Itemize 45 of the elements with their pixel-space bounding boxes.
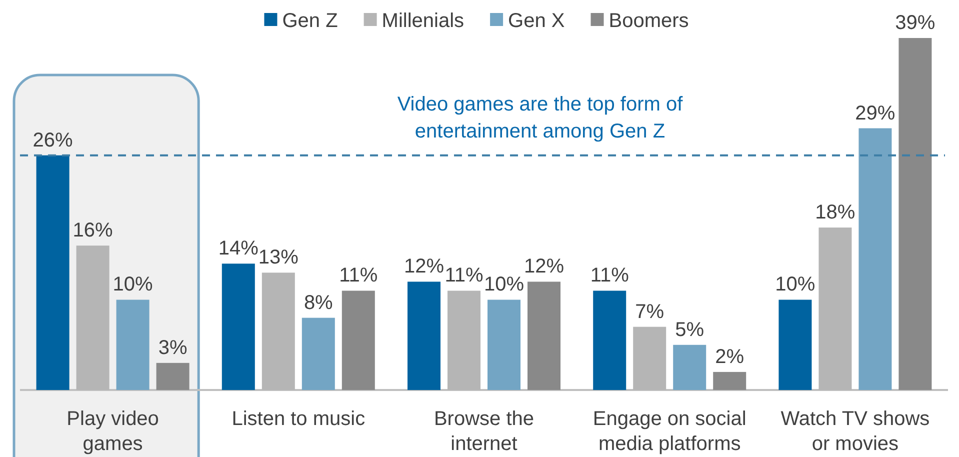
bar — [342, 290, 375, 390]
data-label: 11% — [444, 264, 484, 287]
data-label: 12% — [524, 256, 564, 278]
bar — [713, 372, 746, 390]
data-label: 16% — [72, 220, 114, 242]
ref-line-label: Video games are the top form of entertainment among Gen Z — [397, 93, 684, 142]
data-label: 29% — [855, 102, 896, 124]
bar — [528, 282, 560, 390]
data-label: 18% — [815, 202, 856, 224]
bar — [898, 38, 932, 390]
data-label: 10% — [112, 274, 154, 296]
x-tick-label: Engage on social media platforms — [592, 408, 746, 455]
bar — [858, 128, 892, 390]
data-label: 13% — [258, 246, 299, 269]
data-label: 3% — [158, 336, 188, 359]
legend-label: Millenials — [382, 10, 464, 32]
legend-label: Gen X — [508, 10, 565, 32]
data-label: 7% — [635, 300, 664, 323]
data-label: 10% — [484, 274, 524, 296]
legend-label: Gen Z — [282, 10, 338, 32]
x-tick-label: Watch TV shows or movies — [780, 408, 930, 455]
data-label: 11% — [590, 264, 630, 287]
bar — [302, 318, 335, 390]
bar — [116, 300, 150, 390]
data-label: 26% — [32, 129, 74, 152]
x-tick-label: Listen to music — [232, 408, 366, 430]
bar — [156, 362, 190, 390]
legend-label: Boomers — [608, 10, 689, 32]
bar — [673, 344, 706, 390]
data-label: 8% — [304, 292, 334, 314]
data-label: 39% — [895, 12, 936, 34]
data-label: 2% — [715, 346, 744, 368]
x-tick-label: Play video games — [66, 408, 159, 455]
x-tick-label: Browse the internet — [434, 408, 534, 455]
data-label: 11% — [339, 264, 378, 287]
data-label: 5% — [675, 318, 704, 341]
bar — [408, 282, 440, 390]
bar — [593, 290, 626, 390]
data-label: 14% — [218, 238, 259, 260]
bar — [488, 300, 520, 390]
data-label: 10% — [775, 274, 816, 296]
bar — [222, 264, 255, 390]
bar — [778, 300, 812, 390]
data-label: 12% — [404, 256, 444, 278]
bar — [36, 155, 70, 390]
